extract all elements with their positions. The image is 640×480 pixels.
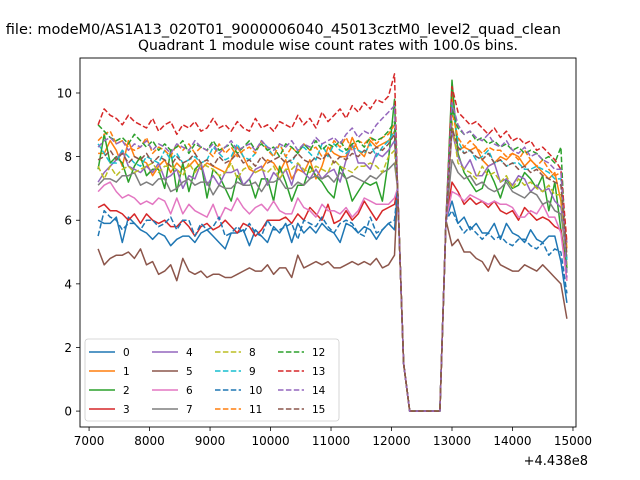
legend-box xyxy=(84,338,340,422)
series-line-11 xyxy=(97,111,568,412)
legend-label-13: 13 xyxy=(312,366,325,378)
legend-label-5: 5 xyxy=(186,366,193,378)
legend-label-10: 10 xyxy=(249,385,262,397)
y-tick-label: 8 xyxy=(64,150,72,164)
legend-label-2: 2 xyxy=(123,385,130,397)
series-line-12 xyxy=(97,108,568,412)
series-line-15 xyxy=(97,127,568,412)
legend-label-12: 12 xyxy=(312,347,325,359)
x-tick-label: 12000 xyxy=(372,434,410,448)
legend-label-7: 7 xyxy=(186,404,193,416)
plot-frame xyxy=(79,57,577,428)
x-tick-label: 10000 xyxy=(251,434,289,448)
legend-label-9: 9 xyxy=(249,366,256,378)
x-offset-label: +4.438e8 xyxy=(524,454,588,469)
x-tick-label: 8000 xyxy=(134,434,165,448)
series-line-4 xyxy=(97,130,568,412)
series-line-6 xyxy=(97,181,568,412)
figure-suptitle: n file: modeM0/AS1A13_020T01_9000006040_… xyxy=(0,22,561,38)
series-line-10 xyxy=(97,187,568,412)
legend-label-0: 0 xyxy=(123,347,130,359)
x-tick-label: 15000 xyxy=(554,434,592,448)
legend-label-1: 1 xyxy=(123,366,130,378)
legend-label-14: 14 xyxy=(312,385,326,397)
legend-label-8: 8 xyxy=(249,347,256,359)
x-tick-label: 14000 xyxy=(493,434,531,448)
series-line-7 xyxy=(97,159,568,412)
series-line-5 xyxy=(97,187,568,412)
series-line-3 xyxy=(97,181,568,412)
y-tick-label: 0 xyxy=(64,405,72,419)
legend-label-15: 15 xyxy=(312,404,325,416)
series-line-9 xyxy=(97,104,568,412)
x-axis-ticks: 7000 8000 9000 10000 11000 12000 13000 14000 150… xyxy=(74,427,592,448)
plot-lines xyxy=(97,73,568,412)
x-tick-label: 13000 xyxy=(433,434,471,448)
y-axis-ticks: 0 2 4 6 8 10 xyxy=(57,86,80,419)
y-tick-label: 6 xyxy=(64,214,72,228)
series-line-2 xyxy=(97,79,568,412)
legend-label-11: 11 xyxy=(249,404,262,416)
legend-label-6: 6 xyxy=(186,385,193,397)
series-line-13 xyxy=(97,73,568,412)
y-tick-label: 2 xyxy=(64,341,72,355)
chart-title: Quadrant 1 module wise count rates with … xyxy=(138,38,518,54)
legend-label-3: 3 xyxy=(123,404,130,416)
series-line-14 xyxy=(97,101,568,412)
legend-label-4: 4 xyxy=(186,347,193,359)
x-tick-label: 9000 xyxy=(195,434,226,448)
x-tick-label: 7000 xyxy=(74,434,105,448)
y-tick-label: 10 xyxy=(57,86,72,100)
x-tick-label: 11000 xyxy=(312,434,350,448)
y-tick-label: 4 xyxy=(64,277,72,291)
